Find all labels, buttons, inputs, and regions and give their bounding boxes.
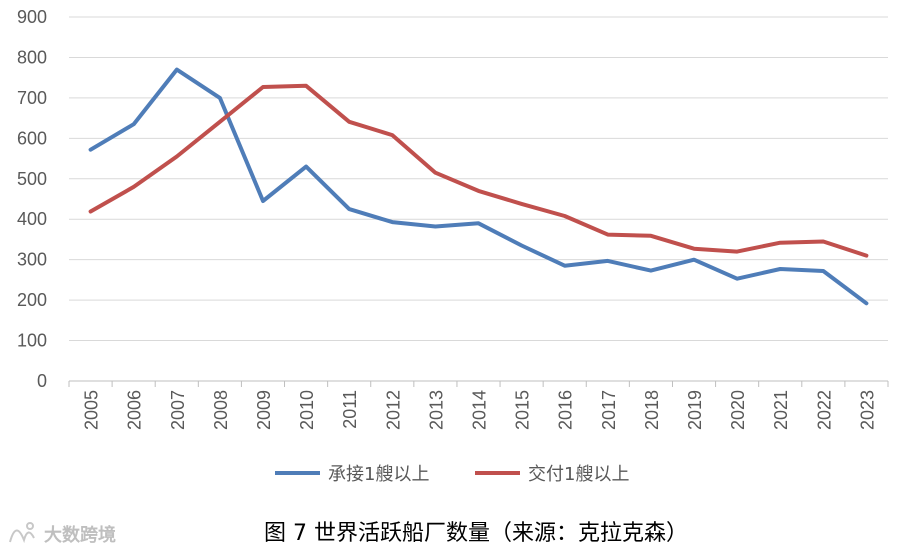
x-tick-label: 2023	[857, 390, 877, 430]
x-tick-label: 2019	[685, 390, 705, 430]
x-tick-label: 2017	[599, 390, 619, 430]
y-tick-label: 500	[17, 169, 47, 189]
x-tick-label: 2021	[771, 390, 791, 430]
watermark-logo: 大数跨境	[9, 522, 116, 546]
legend-label: 承接1艘以上	[328, 464, 429, 485]
x-tick-label: 2013	[426, 390, 446, 430]
y-tick-label: 0	[37, 371, 47, 391]
legend: 承接1艘以上 交付1艘以上	[275, 464, 629, 485]
y-tick-label: 400	[17, 209, 47, 229]
watermark-text: 大数跨境	[44, 524, 116, 546]
x-tick-label: 2012	[383, 390, 403, 430]
x-tick-label: 2006	[125, 390, 145, 430]
x-tick-label: 2009	[254, 390, 274, 430]
x-tick-label: 2011	[340, 390, 360, 429]
series-line	[88, 67, 869, 306]
figure-caption: 图 7 世界活跃船厂数量（来源：克拉克森）	[264, 521, 688, 546]
x-tick-label: 2007	[168, 390, 188, 430]
y-tick-label: 600	[17, 128, 47, 148]
y-tick-label: 100	[17, 331, 47, 351]
legend-label: 交付1艘以上	[528, 464, 629, 485]
x-tick-label: 2008	[211, 390, 231, 430]
y-tick-label: 700	[17, 88, 47, 108]
watermark-icon	[9, 522, 35, 544]
y-tick-label: 800	[17, 47, 47, 67]
x-tick-label: 2020	[728, 390, 748, 430]
x-tick-label: 2010	[297, 390, 317, 430]
y-tick-label: 200	[17, 290, 47, 310]
series-lines	[88, 67, 869, 306]
x-tick-label: 2018	[642, 390, 662, 430]
gridlines	[69, 16, 888, 342]
axes: 0 100 200 300 400 500 600 700 800 900 2005 2006 2007…	[17, 7, 889, 430]
y-tick-label: 300	[17, 250, 47, 270]
y-tick-label: 900	[17, 7, 47, 27]
x-tick-label: 2016	[556, 390, 576, 430]
x-tick-label: 2022	[814, 390, 834, 430]
x-tick-label: 2015	[513, 390, 533, 430]
x-tick-label: 2014	[470, 390, 490, 430]
x-tick-label: 2005	[82, 390, 102, 430]
series-line	[88, 83, 869, 258]
